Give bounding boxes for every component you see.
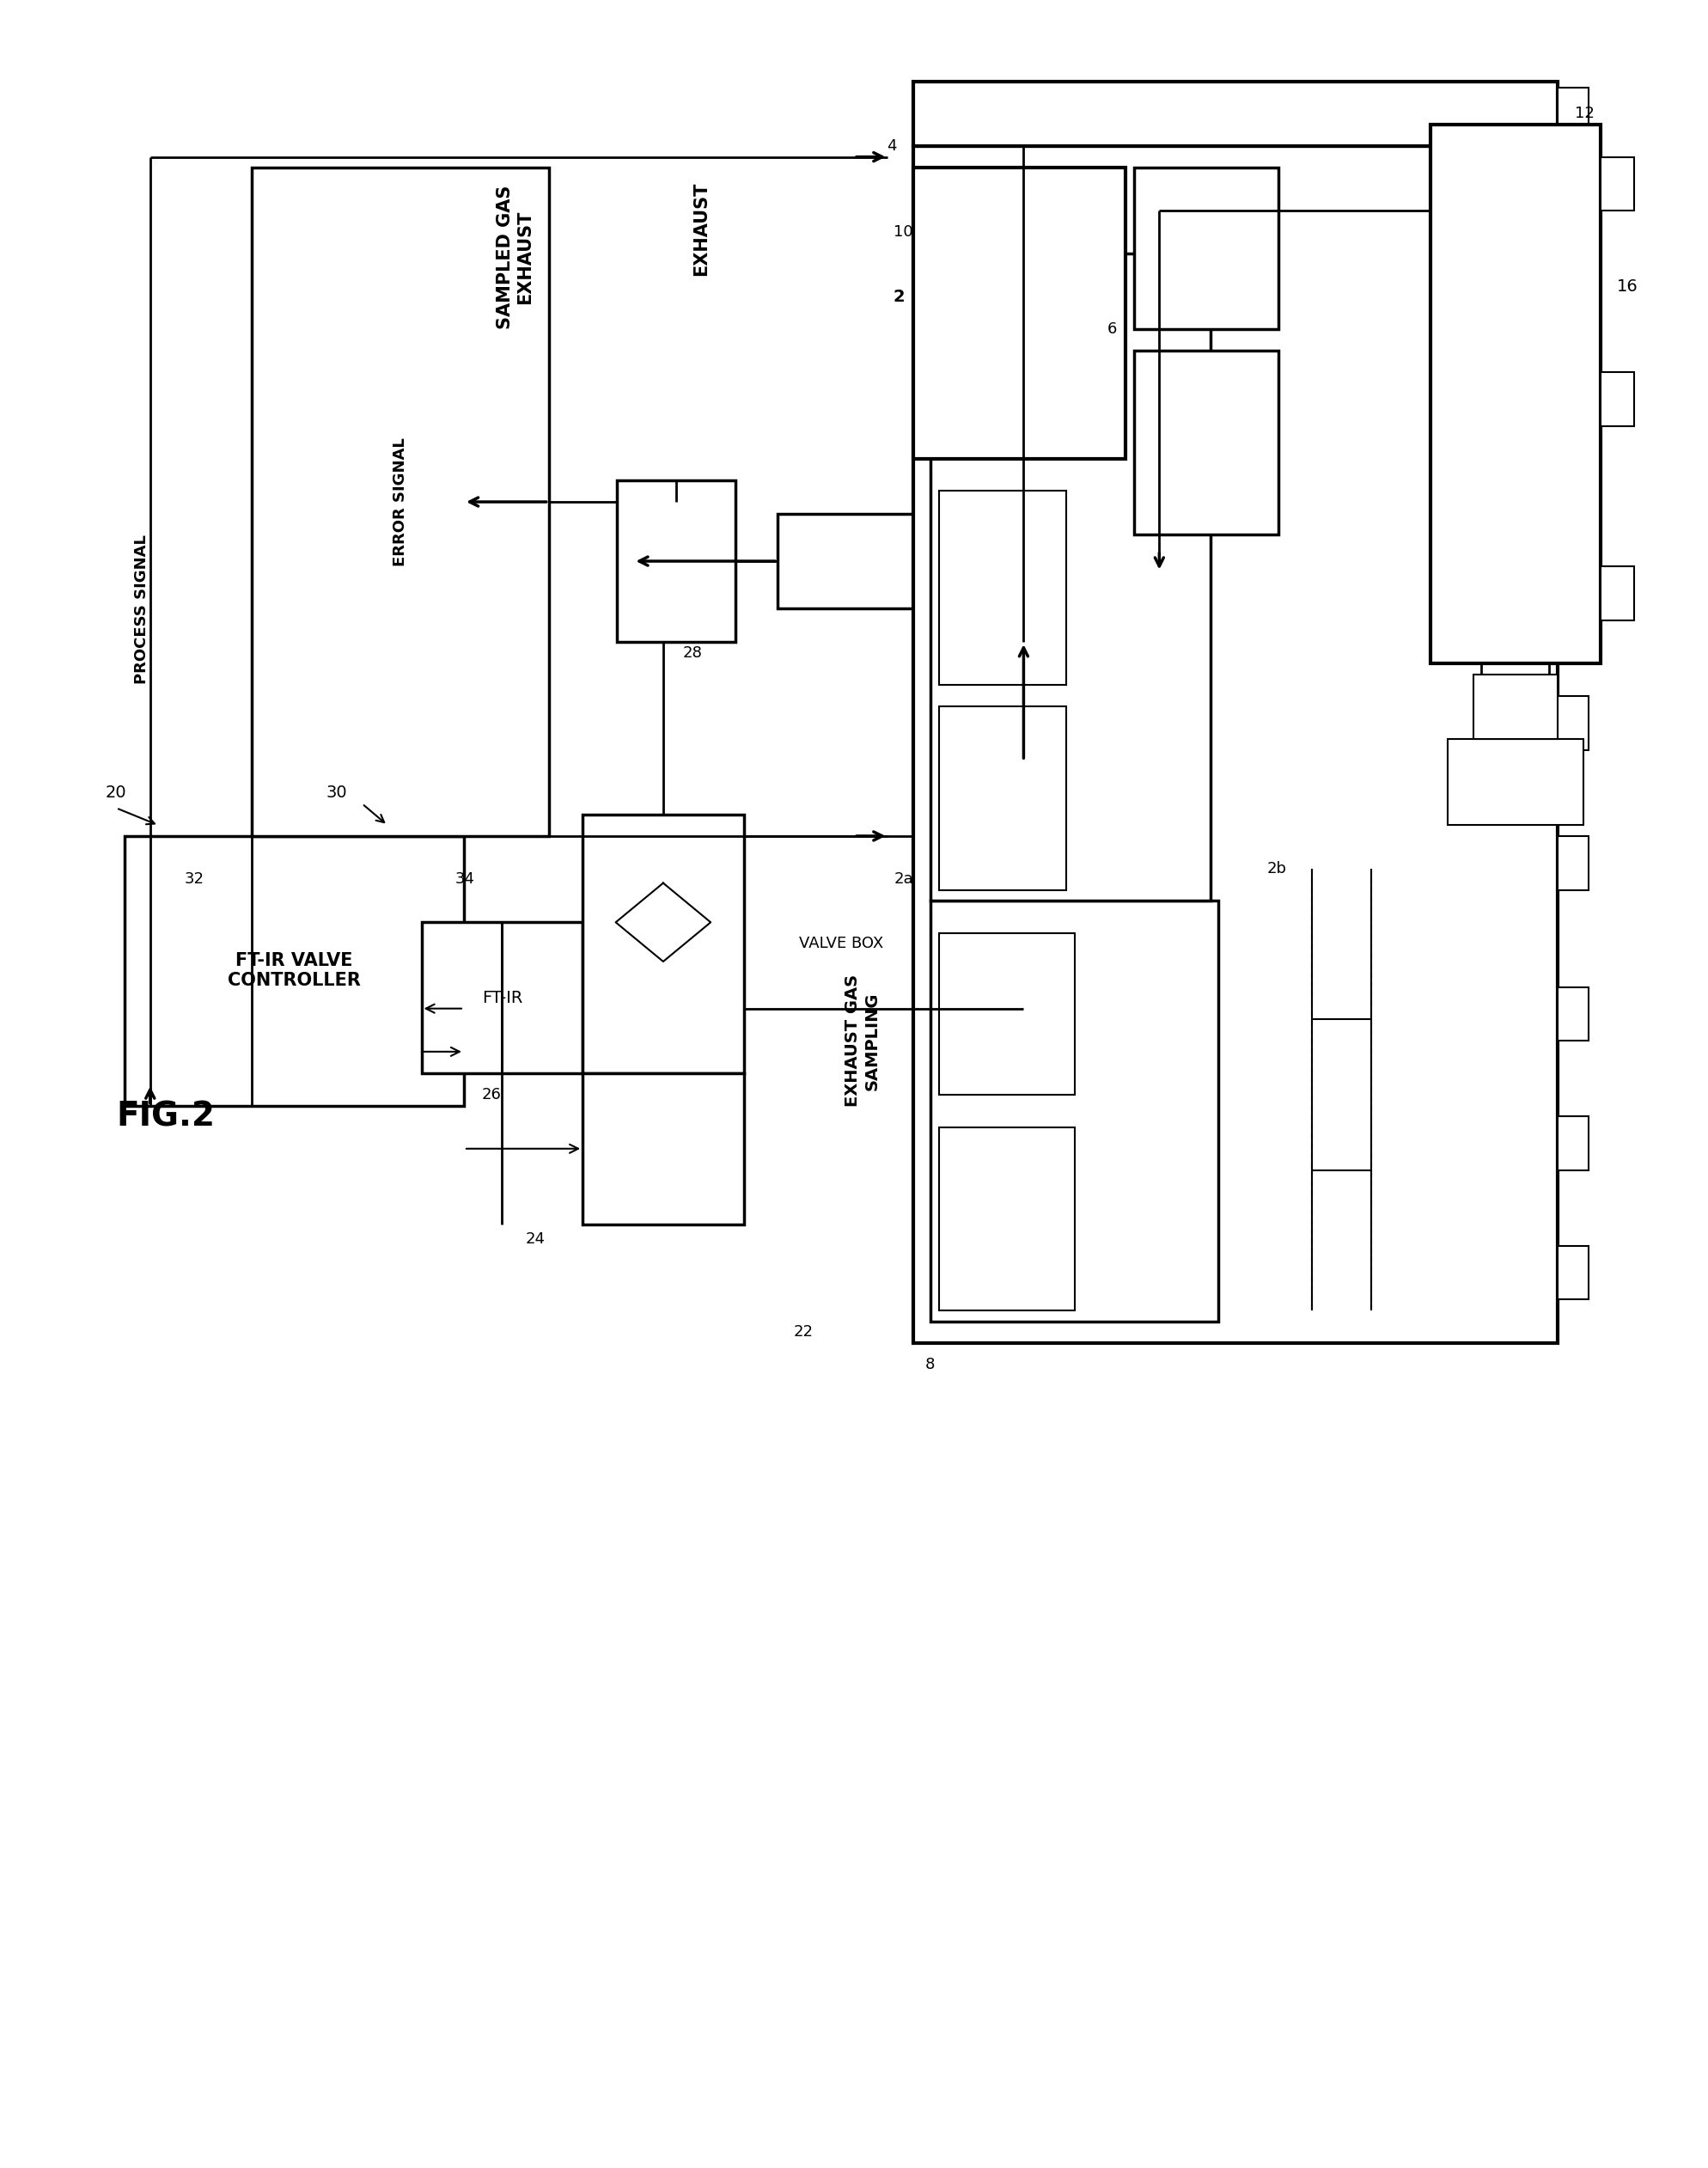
Bar (1600, 566, 1635, 620)
Text: 4: 4 (886, 139, 897, 154)
Text: 30: 30 (326, 785, 347, 802)
Bar (1558, 124, 1588, 178)
Bar (1558, 405, 1588, 460)
Bar (582, 1073, 743, 1225)
Bar (1558, 555, 1588, 609)
Bar (251, 167, 548, 837)
Bar (777, 514, 1143, 609)
Bar (1448, 739, 1583, 826)
Bar (1558, 264, 1588, 319)
Bar (617, 481, 734, 642)
Text: VALVE BOX: VALVE BOX (799, 937, 883, 952)
Text: 16: 16 (1617, 278, 1638, 295)
Bar (422, 921, 582, 1073)
Bar (914, 82, 1558, 145)
Bar (1558, 696, 1588, 750)
Bar (1558, 89, 1588, 141)
Text: EXHAUST GAS
SAMPLING: EXHAUST GAS SAMPLING (845, 976, 880, 1108)
Bar (931, 254, 1211, 900)
Text: 28: 28 (683, 646, 702, 661)
Bar (582, 815, 743, 1073)
Text: 6: 6 (1107, 321, 1117, 336)
Text: FT-IR VALVE
CONTROLLER: FT-IR VALVE CONTROLLER (227, 952, 360, 989)
Text: 10: 10 (893, 225, 914, 241)
Text: 2b: 2b (1267, 861, 1286, 876)
Bar (939, 286, 1066, 460)
Text: SAMPLED GAS
EXHAUST: SAMPLED GAS EXHAUST (497, 186, 533, 330)
Bar (1558, 1117, 1588, 1171)
Text: PROCESS SIGNAL: PROCESS SIGNAL (133, 535, 149, 685)
Text: EXHAUST: EXHAUST (693, 182, 711, 275)
Text: 32: 32 (184, 872, 203, 887)
Bar (1600, 156, 1635, 210)
Text: 2: 2 (893, 288, 905, 306)
Text: FIG.2: FIG.2 (116, 1099, 215, 1132)
Bar (1134, 351, 1278, 533)
Text: 24: 24 (526, 1231, 545, 1247)
Bar (931, 900, 1218, 1320)
Bar (125, 837, 465, 1106)
Bar (939, 492, 1066, 685)
Bar (939, 707, 1066, 889)
Bar (1472, 674, 1558, 739)
Bar (939, 1127, 1074, 1309)
Text: ERROR SIGNAL: ERROR SIGNAL (393, 438, 408, 566)
Text: 26: 26 (482, 1086, 500, 1104)
Text: 8: 8 (926, 1357, 936, 1372)
Text: 2a: 2a (893, 872, 914, 887)
Text: FT-IR: FT-IR (482, 989, 523, 1006)
Bar (939, 932, 1074, 1095)
Bar (914, 167, 1126, 460)
Text: 20: 20 (106, 785, 126, 802)
Bar (1134, 167, 1278, 330)
Bar (1558, 986, 1588, 1041)
Bar (1558, 837, 1588, 889)
Bar (1431, 124, 1600, 663)
Bar (1558, 1247, 1588, 1299)
Text: 34: 34 (456, 872, 475, 887)
Text: 22: 22 (793, 1325, 813, 1340)
Text: 12: 12 (1575, 106, 1595, 121)
Bar (914, 145, 1558, 1342)
Bar (1600, 373, 1635, 427)
